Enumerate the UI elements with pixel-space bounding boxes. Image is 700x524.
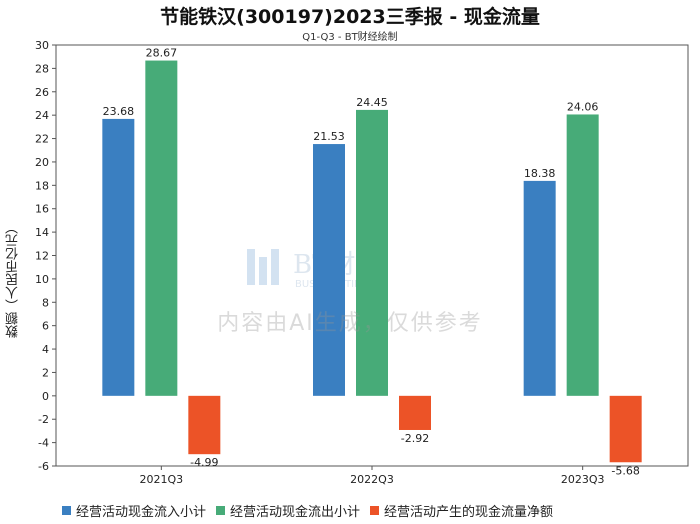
y-tick-label: 2 (42, 366, 49, 379)
data-label: 21.53 (313, 130, 345, 143)
bar-2021Q3-2 (188, 395, 221, 455)
chart-subtitle: Q1-Q3 - BT财经绘制 (302, 32, 398, 43)
data-label: 24.45 (356, 96, 388, 109)
legend-label-outflow: 经营活动现金流出小计 (230, 504, 361, 520)
bar-2022Q3-2 (399, 395, 431, 430)
y-tick-label: 8 (42, 296, 49, 309)
x-tick-label: 2023Q3 (561, 473, 605, 486)
data-label: -5.68 (611, 464, 639, 477)
chart-legend: 经营活动现金流入小计 经营活动现金流出小计 经营活动产生的现金流量净额 (62, 500, 563, 520)
data-label: 18.38 (524, 167, 556, 180)
legend-label-net: 经营活动产生的现金流量净额 (384, 504, 554, 520)
legend-label-inflow: 经营活动现金流入小计 (76, 504, 207, 520)
y-tick-label: 28 (35, 62, 49, 75)
legend-item-net[interactable]: 经营活动产生的现金流量净额 (370, 501, 553, 520)
y-tick-label: 30 (35, 39, 49, 52)
x-tick-label: 2022Q3 (350, 473, 394, 486)
y-tick-label: -4 (38, 437, 49, 450)
legend-item-outflow[interactable]: 经营活动现金流出小计 (216, 501, 360, 520)
legend-swatch-inflow (62, 505, 71, 515)
y-tick-label: 4 (42, 343, 49, 356)
x-tick-label: 2021Q3 (140, 473, 184, 486)
y-tick-label: 24 (35, 109, 49, 122)
bar-2021Q3-1 (145, 60, 178, 396)
bar-2023Q3-2 (609, 395, 642, 463)
y-tick-label: 14 (35, 226, 49, 239)
legend-item-inflow[interactable]: 经营活动现金流入小计 (62, 501, 206, 520)
bar-2022Q3-1 (356, 109, 388, 396)
y-tick-label: 18 (35, 179, 49, 192)
y-tick-label: 20 (35, 156, 49, 169)
bar-2023Q3-0 (523, 180, 556, 396)
legend-swatch-outflow (216, 505, 226, 515)
y-tick-label: 22 (35, 133, 49, 146)
y-tick-label: 6 (42, 320, 49, 333)
ai-notice-watermark: 内容由AI生成，仅供参考 (217, 311, 483, 336)
chart-title: 节能铁汉(300197)2023三季报 - 现金流量 (160, 6, 540, 28)
y-tick-label: 10 (35, 273, 49, 286)
data-label: 28.67 (146, 47, 178, 60)
y-tick-label: 0 (42, 390, 49, 403)
bar-2022Q3-0 (313, 144, 345, 396)
y-tick-label: -6 (38, 460, 49, 473)
data-label: -2.92 (401, 432, 429, 445)
data-label: -4.99 (190, 456, 218, 469)
data-label: 23.68 (103, 105, 135, 118)
y-tick-label: 12 (35, 250, 49, 263)
y-tick-label: -2 (38, 413, 49, 426)
bar-2021Q3-0 (102, 118, 135, 396)
legend-swatch-net (370, 505, 380, 515)
data-label: 24.06 (567, 100, 599, 113)
y-tick-label: 16 (35, 203, 49, 216)
y-tick-label: 26 (35, 86, 49, 99)
bar-2023Q3-1 (566, 114, 599, 396)
